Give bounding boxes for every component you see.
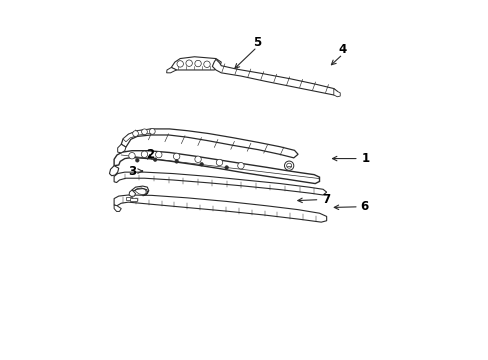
Circle shape [128, 153, 135, 159]
Polygon shape [114, 195, 326, 222]
Circle shape [153, 158, 157, 161]
Bar [130, 198, 136, 202]
Polygon shape [114, 205, 121, 211]
Circle shape [200, 162, 203, 166]
Circle shape [286, 163, 291, 168]
Bar [125, 197, 132, 201]
Circle shape [177, 61, 183, 67]
Text: 2: 2 [145, 148, 154, 162]
Polygon shape [114, 172, 326, 195]
Polygon shape [171, 57, 221, 70]
Circle shape [142, 129, 147, 135]
Text: 6: 6 [359, 200, 367, 213]
Circle shape [135, 158, 139, 162]
Circle shape [155, 152, 162, 158]
Circle shape [175, 159, 178, 163]
Circle shape [237, 162, 244, 169]
Text: 4: 4 [338, 43, 346, 56]
Polygon shape [123, 129, 153, 142]
Text: 5: 5 [252, 36, 261, 49]
Circle shape [149, 129, 155, 134]
Circle shape [194, 156, 201, 162]
Polygon shape [132, 186, 148, 196]
Polygon shape [166, 67, 176, 73]
Text: 3: 3 [128, 165, 136, 177]
Circle shape [173, 153, 180, 159]
Polygon shape [121, 129, 298, 158]
Circle shape [224, 166, 228, 169]
Polygon shape [129, 190, 135, 197]
Polygon shape [333, 89, 340, 97]
Circle shape [132, 131, 138, 136]
Circle shape [203, 61, 210, 67]
Circle shape [185, 60, 192, 66]
Circle shape [216, 159, 222, 166]
Circle shape [194, 60, 201, 67]
Text: 1: 1 [361, 152, 369, 165]
Polygon shape [212, 59, 337, 95]
Circle shape [284, 161, 293, 170]
Circle shape [141, 151, 147, 157]
Text: 7: 7 [322, 193, 330, 206]
Polygon shape [114, 151, 319, 184]
Polygon shape [118, 144, 125, 153]
Polygon shape [109, 166, 119, 176]
